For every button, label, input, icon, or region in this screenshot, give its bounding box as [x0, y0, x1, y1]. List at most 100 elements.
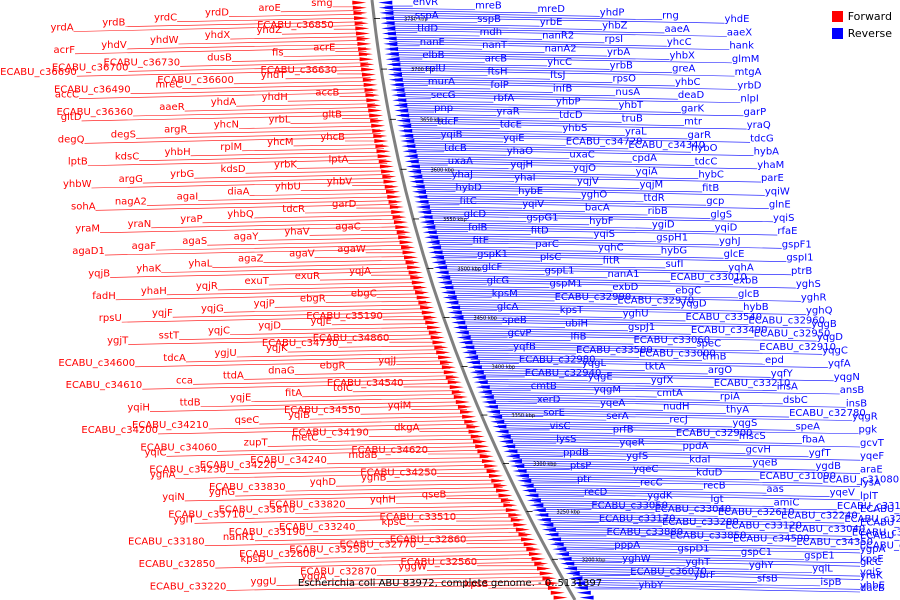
- reverse-gene-label: ppdB: [563, 447, 589, 458]
- reverse-gene-label: yqgL: [582, 358, 607, 369]
- reverse-connector: [478, 378, 588, 381]
- reverse-gene-label: ppdA: [682, 441, 708, 452]
- reverse-connector: [412, 169, 574, 173]
- forward-connector: [175, 472, 496, 479]
- forward-gene-label: ECABU_c33820: [269, 500, 346, 511]
- forward-gene-label: yhcM: [267, 137, 293, 148]
- forward-feature: [386, 189, 401, 194]
- forward-gene-label: yqjP: [254, 298, 275, 309]
- reverse-connector: [474, 367, 645, 371]
- reverse-connector: [519, 471, 633, 474]
- forward-connector: [244, 513, 516, 519]
- reverse-connector: [559, 551, 678, 553]
- forward-gene-label: yqiM: [388, 400, 412, 411]
- reverse-gene-label: gcvP: [508, 328, 532, 339]
- genome-backbone-arc: [370, 0, 577, 600]
- reverse-feature: [519, 483, 534, 488]
- reverse-feature: [408, 174, 423, 179]
- reverse-gene-label: lfiB: [571, 332, 587, 343]
- reverse-gene-label: hank: [729, 41, 754, 52]
- forward-connector: [225, 468, 494, 475]
- reverse-connector: [412, 166, 511, 169]
- reverse-connector: [473, 365, 582, 368]
- forward-gene-label: agaC: [335, 221, 361, 232]
- forward-gene-label: agaF: [132, 241, 157, 252]
- forward-feature: [550, 590, 565, 595]
- reverse-gene-label: yhbE: [860, 580, 885, 591]
- forward-connector: [276, 580, 552, 586]
- reverse-connector: [432, 246, 536, 249]
- forward-gene-label: yraN: [128, 219, 152, 230]
- forward-gene-label: ECABU_c36730: [104, 57, 181, 68]
- reverse-gene-label: gspL1: [545, 265, 575, 276]
- reverse-gene-label: yraR: [497, 106, 520, 117]
- reverse-feature: [417, 210, 432, 215]
- reverse-gene-label: kduD: [696, 468, 722, 479]
- forward-gene-label: smg: [311, 0, 332, 9]
- forward-feature: [526, 547, 541, 552]
- reverse-gene-label: recD: [584, 487, 608, 498]
- reverse-feature: [486, 409, 501, 414]
- reverse-connector: [443, 281, 796, 289]
- forward-feature: [438, 355, 453, 360]
- forward-connector: [300, 189, 394, 191]
- forward-feature: [358, 52, 373, 57]
- forward-gene-label: tdcA: [163, 353, 186, 364]
- reverse-gene-label: ECABU_c32940: [525, 368, 602, 379]
- reverse-feature: [507, 459, 522, 464]
- forward-feature: [488, 473, 503, 478]
- forward-gene-label: ECABU_c34200: [81, 425, 158, 436]
- reverse-gene-label: fitE: [473, 236, 490, 247]
- reverse-feature: [488, 414, 503, 419]
- reverse-feature: [579, 595, 594, 600]
- forward-gene-label: accC: [55, 90, 79, 101]
- reverse-gene-label: ECABU_c33390: [860, 504, 900, 515]
- reverse-feature: [381, 31, 396, 36]
- reverse-gene-label: yhaM: [757, 160, 784, 171]
- reverse-feature: [384, 46, 399, 51]
- reverse-gene-label: sorE: [543, 408, 565, 419]
- forward-connector: [352, 390, 460, 393]
- reverse-gene-label: yqgE: [588, 371, 613, 382]
- forward-feature: [523, 542, 538, 547]
- forward-gene-label: yqjJ: [378, 356, 396, 367]
- reverse-gene-label: glnE: [769, 200, 791, 211]
- forward-gene-label: garD: [332, 199, 357, 210]
- forward-gene-label: kdsC: [115, 152, 139, 163]
- forward-feature: [392, 215, 407, 220]
- forward-connector: [319, 278, 419, 281]
- forward-feature: [362, 77, 377, 82]
- forward-feature: [407, 265, 422, 270]
- reverse-gene-label: garK: [681, 103, 705, 114]
- forward-gene-label: agaW: [337, 244, 366, 255]
- reverse-gene-label: ECABU_c32960: [748, 315, 825, 326]
- forward-gene-label: yqjF: [152, 308, 173, 319]
- reverse-connector: [497, 425, 796, 431]
- forward-feature: [357, 41, 372, 46]
- forward-connector: [249, 192, 395, 196]
- reverse-feature: [539, 522, 554, 527]
- reverse-gene-label: recB: [703, 481, 726, 492]
- reverse-connector: [407, 147, 691, 153]
- reverse-connector: [420, 200, 707, 206]
- forward-gene-label: yqjG: [201, 303, 224, 314]
- reverse-feature: [490, 419, 505, 424]
- reverse-gene-label: gspC1: [741, 547, 772, 558]
- reverse-feature: [405, 164, 420, 169]
- reverse-connector: [393, 69, 735, 77]
- forward-gene-label: lptB: [68, 157, 88, 168]
- reverse-connector: [464, 343, 697, 348]
- reverse-gene-label: ansB: [840, 385, 865, 396]
- reverse-feature: [425, 240, 440, 245]
- forward-connector: [259, 420, 472, 425]
- forward-gene-label: yqiB: [288, 410, 310, 421]
- reverse-gene-label: bacA: [585, 203, 610, 214]
- reverse-gene-label: yghJ: [719, 236, 741, 247]
- reverse-feature: [464, 355, 479, 360]
- reverse-connector: [508, 449, 746, 454]
- reverse-gene-label: yhcC: [667, 37, 692, 48]
- reverse-connector: [569, 568, 813, 573]
- forward-connector: [190, 151, 385, 157]
- reverse-gene-label: yrbA: [607, 47, 630, 58]
- forward-feature: [493, 483, 508, 488]
